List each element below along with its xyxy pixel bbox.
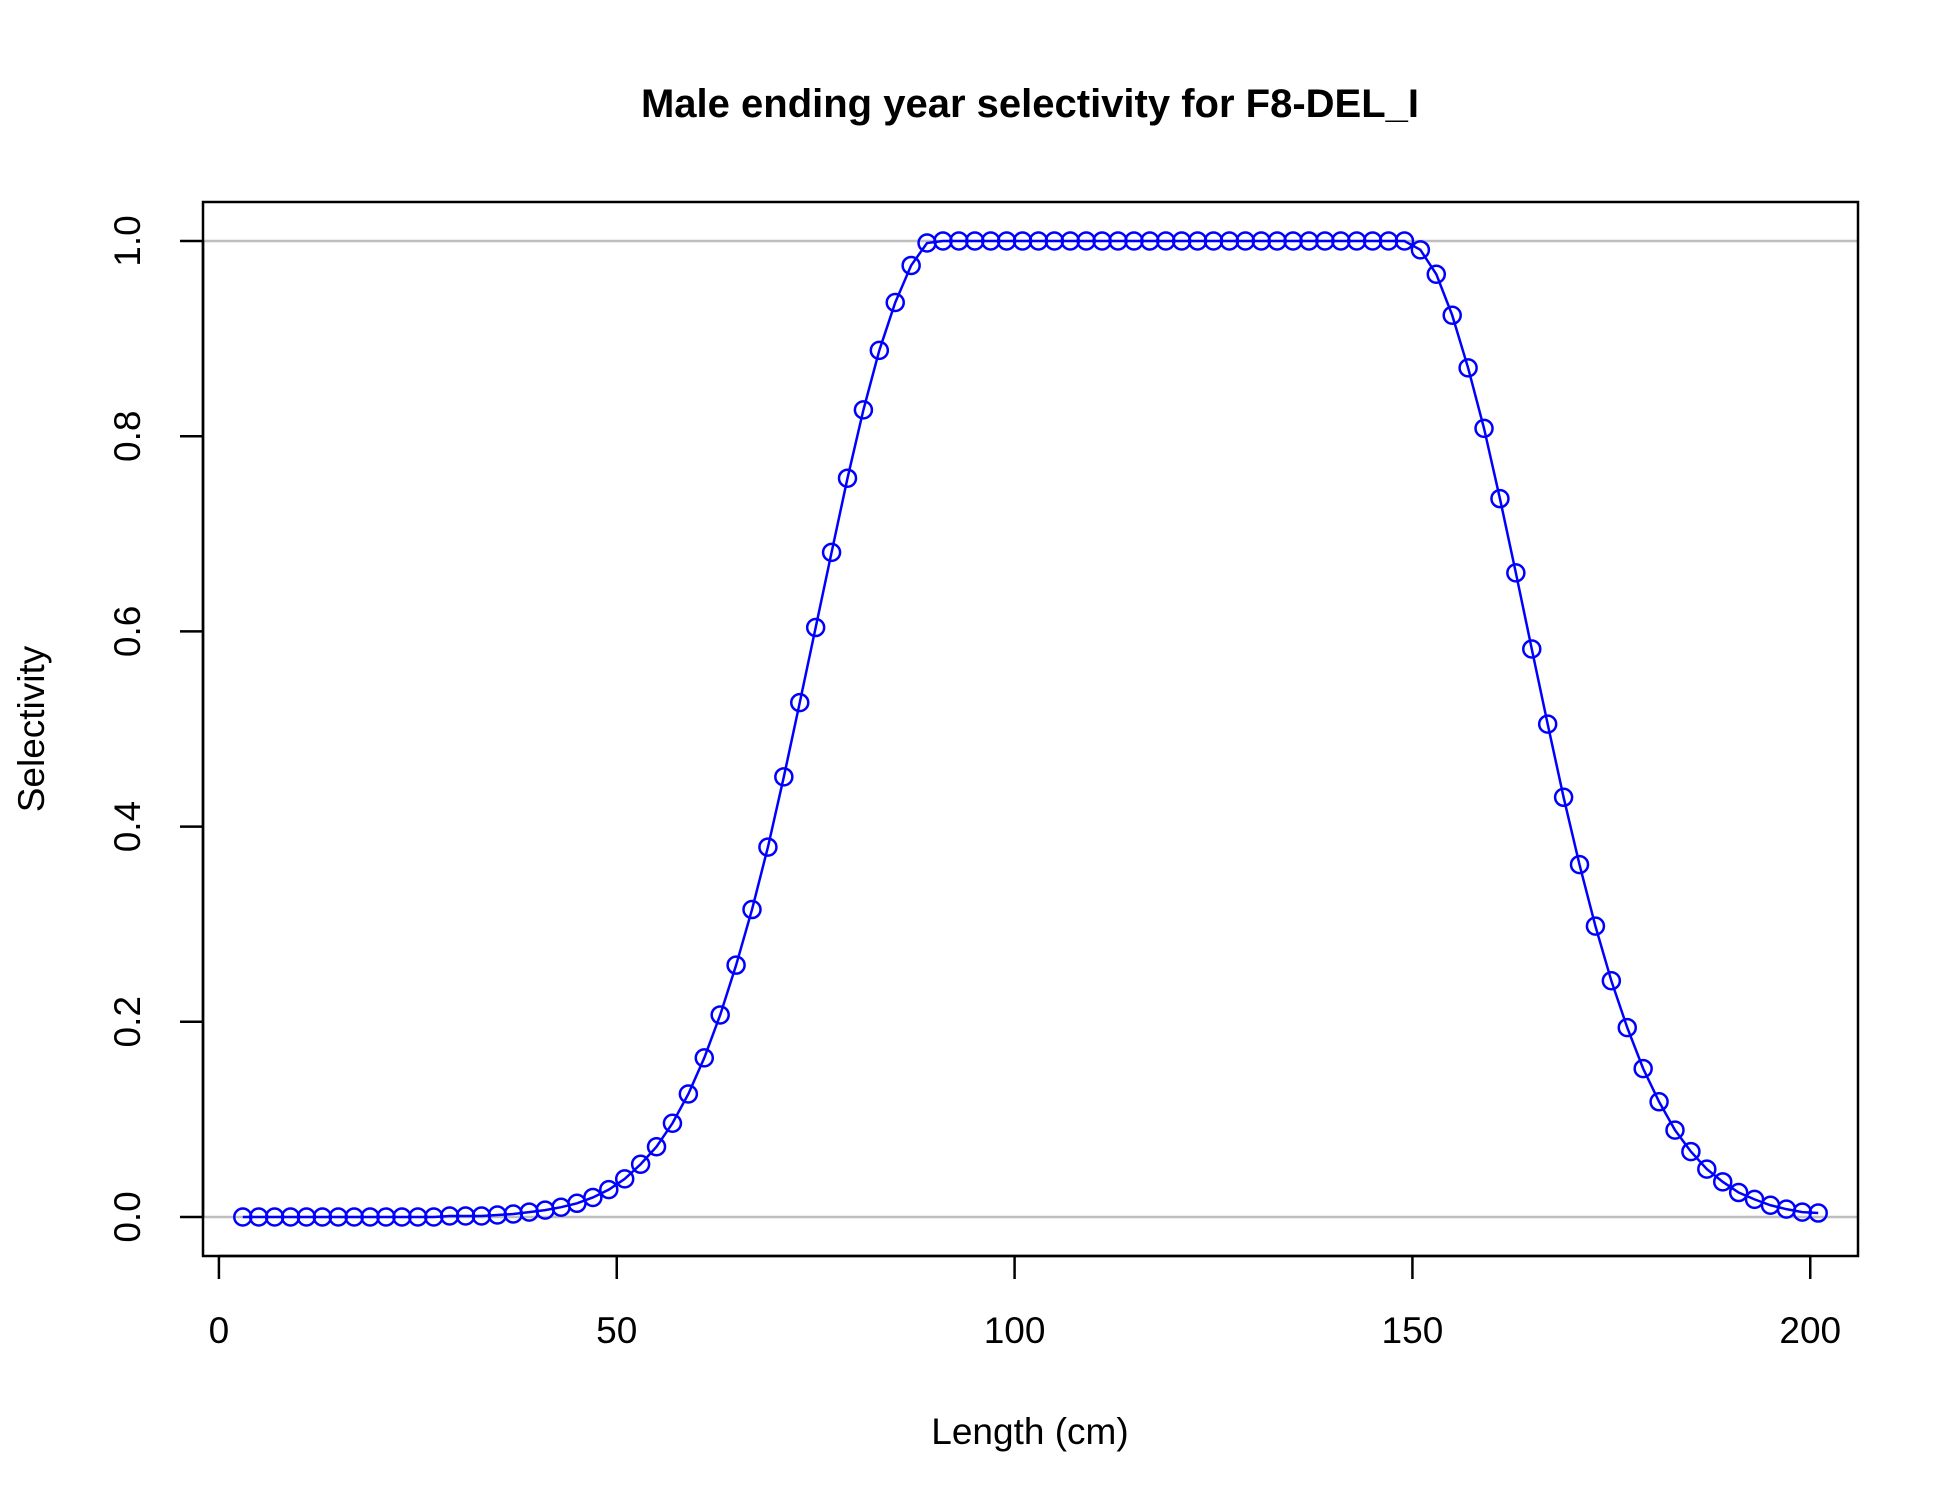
x-tick-label: 0 (209, 1310, 230, 1351)
data-point (869, 340, 890, 361)
data-point (1712, 1172, 1733, 1192)
data-point (885, 292, 905, 313)
data-point (821, 542, 842, 563)
data-point (1633, 1058, 1653, 1079)
data-point (774, 767, 794, 787)
data-point (790, 692, 810, 713)
data-point (726, 955, 746, 975)
data-point (1506, 563, 1526, 583)
data-point (837, 468, 858, 488)
y-tick-label: 0.2 (107, 996, 148, 1047)
data-point (1537, 714, 1558, 734)
data-point (1681, 1141, 1701, 1162)
chart-title: Male ending year selectivity for F8-DEL_… (641, 82, 1419, 126)
y-tick-label: 0.6 (107, 606, 148, 657)
x-tick-label: 200 (1779, 1310, 1841, 1351)
data-point (1490, 488, 1510, 509)
x-axis: 0 50 100 150 200 (209, 1254, 1841, 1351)
data-point (646, 1136, 667, 1157)
data-point (1617, 1017, 1637, 1038)
data-point (1474, 418, 1494, 439)
y-axis: 0.0 0.2 0.4 0.6 0.8 1.0 (107, 215, 205, 1243)
data-point (1410, 240, 1431, 260)
data-point (630, 1154, 651, 1175)
data-point (1697, 1159, 1717, 1179)
data-point (1522, 639, 1542, 659)
data-point (853, 400, 874, 420)
data-point (1665, 1120, 1685, 1140)
data-point (1426, 264, 1447, 284)
y-tick-label: 0.8 (107, 411, 148, 462)
y-tick-label: 0.0 (107, 1191, 148, 1242)
data-point (758, 837, 778, 857)
data-point (1458, 358, 1478, 378)
data-point (805, 617, 826, 638)
data-point (583, 1187, 603, 1208)
series-points-group (233, 231, 1828, 1227)
data-point (1394, 231, 1415, 251)
x-axis-label: Length (cm) (931, 1411, 1128, 1452)
data-point (1585, 916, 1606, 936)
data-point (599, 1179, 619, 1200)
data-point (1569, 854, 1590, 875)
data-point (1728, 1182, 1749, 1203)
data-point (1601, 971, 1622, 991)
data-point (694, 1048, 715, 1068)
data-point (662, 1113, 683, 1134)
data-point (1808, 1203, 1828, 1223)
y-axis-label: Selectivity (11, 645, 52, 812)
data-point (1649, 1092, 1669, 1112)
data-point (614, 1169, 635, 1189)
data-point (742, 899, 762, 920)
y-tick-label: 0.4 (107, 801, 148, 852)
data-point (901, 255, 921, 276)
data-point (678, 1084, 699, 1104)
x-tick-label: 50 (596, 1310, 637, 1351)
data-point (710, 1005, 730, 1025)
x-tick-label: 100 (984, 1310, 1046, 1351)
data-point (1553, 787, 1574, 808)
y-tick-label: 1.0 (107, 215, 148, 266)
data-point (1442, 305, 1462, 325)
x-tick-label: 150 (1382, 1310, 1444, 1351)
